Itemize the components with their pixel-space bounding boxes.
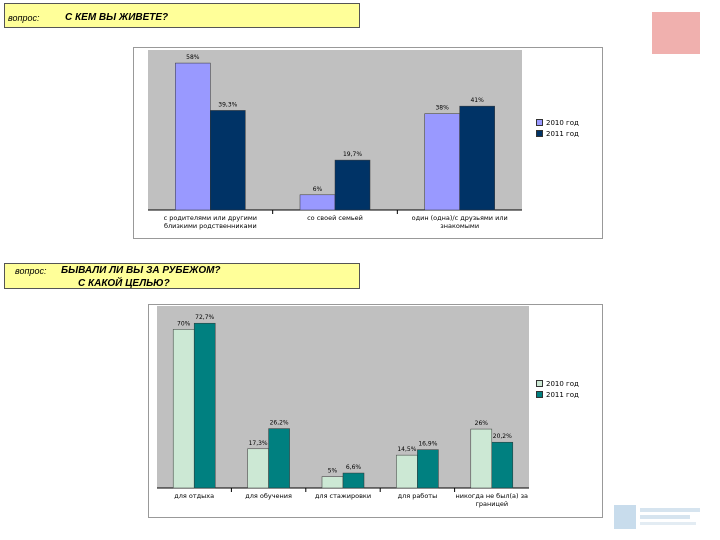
data-label: 38%: [435, 105, 449, 112]
data-label: 5%: [328, 468, 338, 475]
legend-item-2010: 2010 год: [536, 117, 579, 128]
data-label: 70%: [177, 320, 191, 327]
legend-label: 2010 год: [546, 379, 579, 388]
chart-1-legend: 2010 год 2011 год: [536, 117, 579, 139]
bar-2011: [210, 110, 246, 211]
category-label: для отдыха: [174, 492, 214, 500]
data-label: 20,2%: [493, 433, 512, 440]
legend-label: 2011 год: [546, 129, 579, 138]
stamp-logo: [652, 12, 700, 54]
bar-2010: [247, 448, 269, 489]
bar-2010: [396, 454, 418, 489]
legend-swatch: [536, 119, 543, 126]
legend-swatch: [536, 130, 543, 137]
bar-2011: [193, 322, 216, 489]
legend-label: 2010 год: [546, 118, 579, 127]
legend-item-2010: 2010 год: [536, 378, 579, 389]
question-text: С КЕМ ВЫ ЖИВЕТЕ?: [65, 12, 169, 23]
data-label: 72,7%: [195, 314, 214, 321]
data-label: 26,2%: [270, 420, 289, 427]
legend-item-2011: 2011 год: [536, 128, 579, 139]
bar-2010: [175, 62, 211, 211]
category-label: один (одна)/с друзьями или: [412, 214, 508, 222]
data-label: 17,3%: [249, 440, 268, 447]
data-label: 39,3%: [218, 101, 237, 108]
data-label: 14,5%: [397, 446, 416, 453]
bar-2010: [424, 113, 460, 211]
data-label: 6%: [313, 186, 323, 193]
data-label: 16,9%: [418, 441, 437, 448]
legend-swatch: [536, 380, 543, 387]
bar-2010: [321, 476, 344, 489]
question-text-line-2: С КАКОЙ ЦЕЛЬЮ?: [78, 278, 170, 289]
data-label: 41%: [470, 97, 484, 104]
bar-2011: [459, 105, 495, 211]
category-label: границей: [475, 500, 508, 508]
category-label: близкими родственниками: [164, 222, 257, 230]
question-box-2: вопрос: БЫВАЛИ ЛИ ВЫ ЗА РУБЕЖОМ? С КАКОЙ…: [4, 263, 360, 289]
legend-item-2011: 2011 год: [536, 389, 579, 400]
category-label: для работы: [398, 492, 438, 500]
question-text-line-1: БЫВАЛИ ЛИ ВЫ ЗА РУБЕЖОМ?: [61, 265, 221, 276]
category-label: знакомыми: [440, 222, 479, 230]
category-label: со своей семьей: [307, 214, 363, 222]
data-label: 6,6%: [346, 464, 362, 471]
category-label: для стажировки: [315, 492, 371, 500]
category-label: никогда не был(а) за: [456, 492, 529, 500]
bar-2011: [342, 472, 365, 489]
category-label: с родителями или другими: [164, 214, 257, 222]
bar-2011: [417, 449, 439, 489]
bar-2011: [268, 428, 290, 489]
bar-2010: [470, 428, 493, 489]
legend-label: 2011 год: [546, 390, 579, 399]
bar-2011: [491, 441, 514, 489]
bar-2010: [172, 329, 195, 489]
question-label: вопрос:: [15, 266, 47, 276]
category-label: для обучения: [245, 492, 292, 500]
legend-swatch: [536, 391, 543, 398]
chart-2-legend: 2010 год 2011 год: [536, 378, 579, 400]
bar-2011: [334, 159, 371, 211]
question-label: вопрос:: [8, 13, 40, 23]
data-label: 19,7%: [343, 151, 362, 158]
data-label: 58%: [186, 54, 200, 61]
chart-2-plot-area: [157, 306, 529, 488]
question-box-1: вопрос: С КЕМ ВЫ ЖИВЕТЕ?: [4, 3, 360, 28]
data-label: 26%: [475, 420, 489, 427]
publisher-logo: [614, 505, 700, 529]
